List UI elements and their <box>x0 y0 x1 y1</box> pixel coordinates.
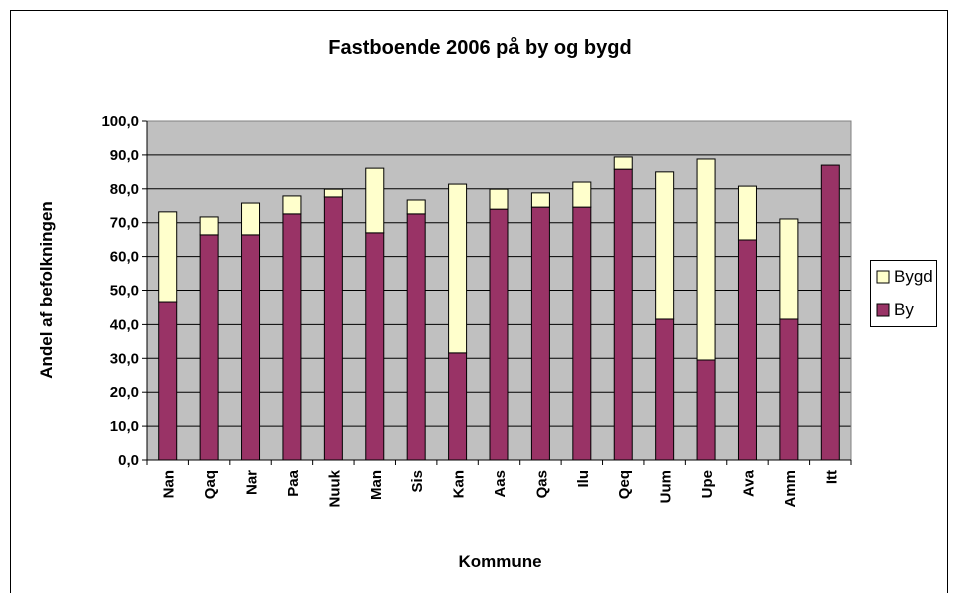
legend-swatch <box>876 270 890 284</box>
y-tick-label: 0,0 <box>118 452 139 469</box>
bar-segment <box>323 196 343 461</box>
y-tick-label: 30,0 <box>110 350 139 367</box>
bar-segment <box>779 318 799 461</box>
bar-segment <box>655 318 675 461</box>
x-tick-label: Itt <box>823 470 840 484</box>
x-tick-label: Qeq <box>616 470 633 499</box>
y-tick-label: 10,0 <box>110 418 139 435</box>
x-tick-label: Man <box>368 470 385 500</box>
x-tick-label: Qas <box>533 470 550 498</box>
bar-segment <box>489 208 509 461</box>
bar-segment <box>779 218 799 320</box>
chart-title: Fastboende 2006 på by og bygd <box>328 36 631 59</box>
bar-segment <box>530 206 550 461</box>
bar-segment <box>737 185 757 241</box>
bar-segment <box>241 202 261 236</box>
x-tick-label: Upe <box>699 470 716 498</box>
bar-segment <box>820 164 840 461</box>
bar-segment <box>572 206 592 461</box>
bar-segment <box>737 239 757 461</box>
bar-segment <box>572 181 592 208</box>
x-tick-label: Ava <box>740 469 757 497</box>
bar-segment <box>199 216 219 236</box>
bar-segment <box>282 213 302 461</box>
y-tick-label: 50,0 <box>110 283 139 300</box>
x-axis-label: Kommune <box>458 552 541 571</box>
bar-segment <box>448 352 468 461</box>
x-tick-label: Qaq <box>202 470 219 499</box>
bar-segment <box>241 234 261 461</box>
bar-segment <box>613 168 633 461</box>
bar-segment <box>696 158 716 361</box>
y-tick-label: 70,0 <box>110 215 139 232</box>
bar-segment <box>365 232 385 461</box>
bar-segment <box>282 195 302 215</box>
x-tick-label: Sis <box>409 470 426 493</box>
x-tick-label: Nuuk <box>326 469 343 507</box>
bar-segment <box>158 301 178 461</box>
y-tick-label: 80,0 <box>110 181 139 198</box>
bar-segment <box>199 234 219 461</box>
y-tick-label: 60,0 <box>110 249 139 266</box>
x-tick-label: Nar <box>244 470 261 495</box>
bar-segment <box>696 359 716 461</box>
x-tick-label: Kan <box>451 470 468 498</box>
bar-segment <box>158 211 178 303</box>
y-tick-label: 100,0 <box>101 113 139 130</box>
legend-swatch <box>876 303 890 317</box>
x-tick-label: Aas <box>492 470 509 498</box>
bar-segment <box>365 167 385 234</box>
bar-segment <box>655 171 675 320</box>
x-tick-label: Uum <box>658 470 675 503</box>
x-tick-label: Nan <box>161 470 178 498</box>
y-tick-label: 40,0 <box>110 316 139 333</box>
bar-segment <box>489 188 509 210</box>
bar-segment <box>406 213 426 461</box>
y-tick-label: 90,0 <box>110 147 139 164</box>
x-tick-label: Paa <box>285 469 302 496</box>
bar-segment <box>406 199 426 215</box>
legend-label: By <box>894 300 914 319</box>
bar-segment <box>448 183 468 354</box>
bar-segment <box>530 192 550 208</box>
x-tick-label: Ilu <box>575 470 592 488</box>
bar-segment <box>613 156 633 170</box>
y-tick-label: 20,0 <box>110 384 139 401</box>
legend-label: Bygd <box>894 267 933 286</box>
bar-segment <box>323 188 343 198</box>
x-tick-label: Amm <box>782 470 799 508</box>
y-axis-label: Andel af befolkningen <box>37 201 56 379</box>
